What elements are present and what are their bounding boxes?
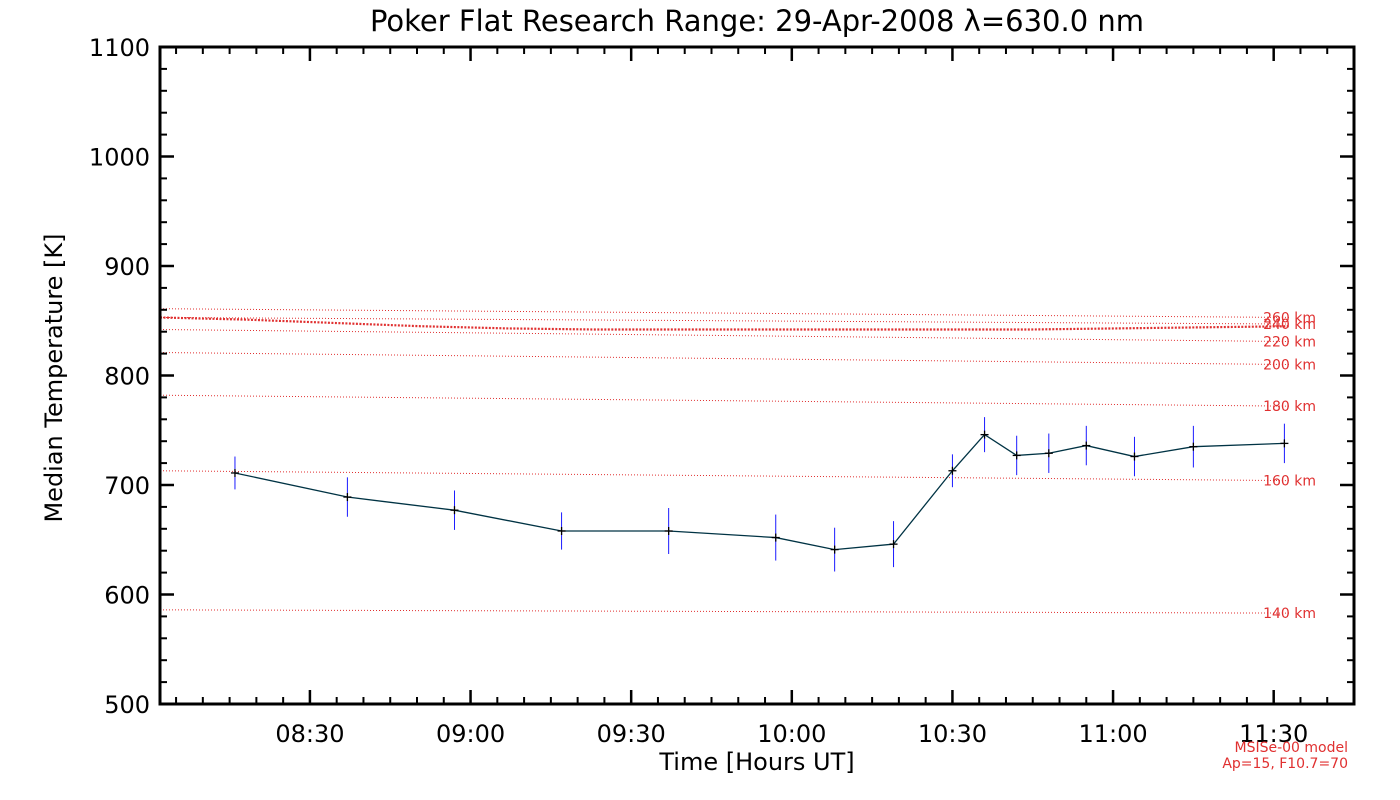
x-tick-label: 09:30 <box>597 720 666 748</box>
reference-line-label: 160 km <box>1263 474 1316 490</box>
y-tick-label: 800 <box>104 363 150 391</box>
x-tick-label: 08:30 <box>275 720 344 748</box>
x-tick-label: 10:30 <box>918 720 987 748</box>
reference-line-label: 260 km <box>1263 310 1316 326</box>
y-tick-label: 500 <box>104 691 150 719</box>
x-tick-label: 09:00 <box>436 720 505 748</box>
y-tick-label: 600 <box>104 582 150 610</box>
data-series <box>230 417 1289 572</box>
reference-lines: 140 km 160 km 180 km 200 km 220 km 240 km260 … <box>159 308 1316 622</box>
reference-line-label: 180 km <box>1263 399 1316 415</box>
reference-line-label: 240 km <box>1263 317 1316 333</box>
chart-title: Poker Flat Research Range: 29-Apr-2008 λ… <box>369 4 1145 38</box>
reference-line-label: 140 km <box>1263 606 1316 622</box>
model-curve <box>159 316 1291 331</box>
x-axis-label: Time [Hours UT] <box>659 748 855 776</box>
model-name-note: MSISe-00 model <box>1234 740 1348 756</box>
x-tick-label: 11:00 <box>1078 720 1147 748</box>
reference-line <box>159 470 1291 482</box>
reference-line <box>159 308 1291 318</box>
reference-line <box>159 609 1291 614</box>
y-tick-label: 1000 <box>89 144 150 172</box>
y-tick-label: 700 <box>104 472 150 500</box>
reference-line <box>159 329 1291 343</box>
reference-line <box>159 352 1291 366</box>
reference-line-label: 200 km <box>1263 358 1316 374</box>
temperature-line <box>234 433 1285 551</box>
y-axis-label: Median Temperature [K] <box>40 233 68 523</box>
x-tick-label: 10:00 <box>757 720 826 748</box>
y-tick-label: 900 <box>104 253 150 281</box>
reference-line-label: 220 km <box>1263 335 1316 351</box>
plot-frame <box>158 45 1356 706</box>
y-tick-label: 1100 <box>89 34 150 62</box>
model-params-note: Ap=15, F10.7=70 <box>1222 756 1348 772</box>
x-tick-label: 11:30 <box>1239 720 1308 748</box>
chart-axes: 500 600 700 800 900 1000 1100 08:30 09:00 09:30 10… <box>89 34 1356 748</box>
reference-line <box>159 394 1291 407</box>
